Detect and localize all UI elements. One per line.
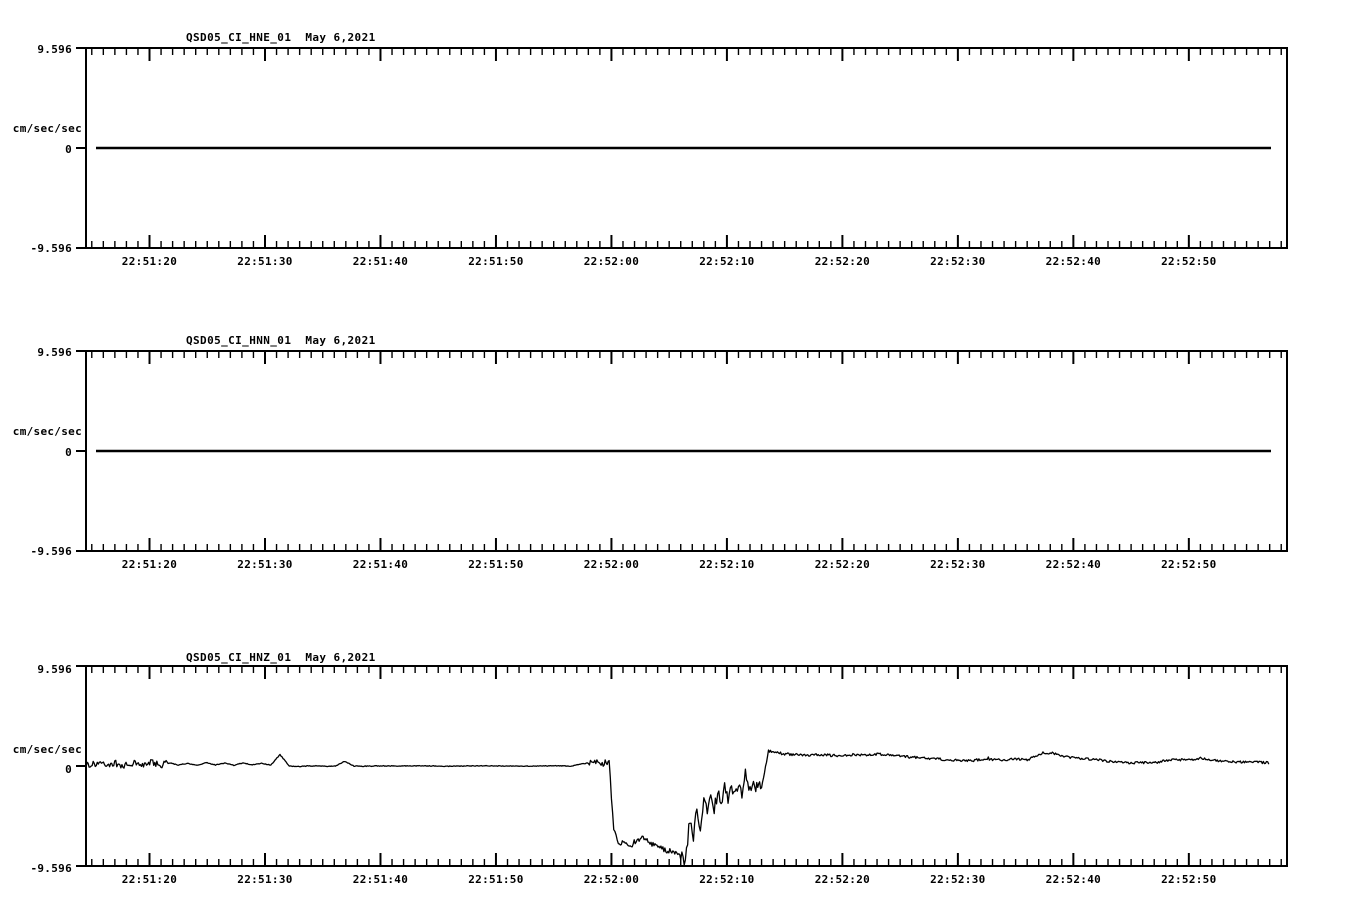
seismogram-panel-hnz: QSD05_CI_HNZ_01 May 6,2021 cm/sec/sec 9.…: [0, 614, 1358, 924]
y-tick-min-hnz: -9.596: [30, 862, 72, 875]
x-tick-label: 22:52:00: [583, 558, 640, 571]
x-tick-label: 22:51:40: [352, 873, 409, 886]
y-tick-max-hnn: 9.596: [37, 346, 72, 359]
x-tick-label: 22:51:30: [237, 558, 293, 571]
x-tick-label: 22:51:20: [121, 255, 178, 268]
y-tick-max-hne: 9.596: [37, 43, 72, 56]
x-tick-label: 22:52:10: [699, 873, 755, 886]
x-tick-label: 22:52:40: [1045, 255, 1102, 268]
panel-title-hnn: QSD05_CI_HNN_01 May 6,2021: [186, 334, 376, 347]
x-tick-label: 22:52:20: [814, 873, 871, 886]
y-tick-zero-hnn: 0: [65, 446, 72, 459]
x-tick-label: 22:52:10: [699, 558, 755, 571]
x-tick-label: 22:52:50: [1161, 255, 1217, 268]
x-tick-label: 22:51:40: [352, 558, 409, 571]
seismogram-panel-hnn: QSD05_CI_HNN_01 May 6,2021 cm/sec/sec 9.…: [0, 303, 1358, 603]
x-tick-label: 22:52:50: [1161, 873, 1217, 886]
x-tick-label: 22:51:50: [468, 873, 524, 886]
plot-frame: [85, 665, 1288, 867]
waveform-trace: [85, 749, 1270, 866]
x-tick-label: 22:52:30: [930, 873, 986, 886]
x-tick-label: 22:52:40: [1045, 873, 1102, 886]
x-tick-label: 22:52:30: [930, 558, 986, 571]
y-axis-units-label-hnn: cm/sec/sec: [12, 425, 82, 438]
x-tick-label: 22:52:00: [583, 873, 640, 886]
x-tick-label: 22:51:30: [237, 873, 293, 886]
x-tick-label: 22:52:20: [814, 255, 871, 268]
plot-area-hnz: [76, 665, 1288, 867]
seismogram-panel-hne: QSD05_CI_HNE_01 May 6,2021 cm/sec/sec 9.…: [0, 0, 1358, 300]
plot-area-hnn: [76, 350, 1288, 552]
x-tick-label: 22:52:20: [814, 558, 871, 571]
x-tick-label: 22:52:30: [930, 255, 986, 268]
x-tick-label: 22:52:40: [1045, 558, 1102, 571]
x-tick-label: 22:51:40: [352, 255, 409, 268]
y-axis-units-label-hne: cm/sec/sec: [12, 122, 82, 135]
y-tick-min-hnn: -9.596: [30, 545, 72, 558]
y-tick-min-hne: -9.596: [30, 242, 72, 255]
x-tick-label: 22:51:50: [468, 255, 524, 268]
x-tick-label: 22:52:50: [1161, 558, 1217, 571]
x-tick-label: 22:52:10: [699, 255, 755, 268]
x-tick-label: 22:51:30: [237, 255, 293, 268]
y-tick-zero-hne: 0: [65, 143, 72, 156]
x-tick-label: 22:51:20: [121, 873, 178, 886]
y-axis-units-label-hnz: cm/sec/sec: [12, 743, 82, 756]
panel-title-hnz: QSD05_CI_HNZ_01 May 6,2021: [186, 651, 376, 664]
y-tick-zero-hnz: 0: [65, 763, 72, 776]
x-tick-label: 22:51:50: [468, 558, 524, 571]
panel-title-hne: QSD05_CI_HNE_01 May 6,2021: [186, 31, 376, 44]
x-tick-label: 22:52:00: [583, 255, 640, 268]
plot-area-hne: [76, 47, 1288, 249]
y-tick-max-hnz: 9.596: [37, 663, 72, 676]
x-tick-label: 22:51:20: [121, 558, 178, 571]
